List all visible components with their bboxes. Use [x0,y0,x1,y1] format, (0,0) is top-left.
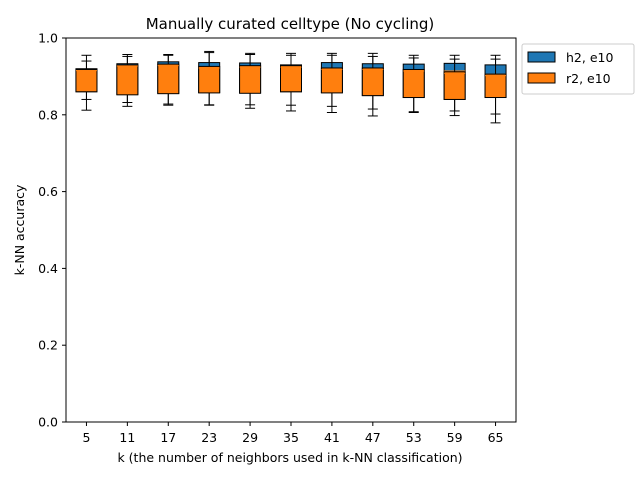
y-tick-label: 0.8 [38,107,58,122]
y-tick-label: 0.2 [38,338,58,353]
y-tick-label: 0.4 [38,261,58,276]
x-tick-label: 47 [365,430,381,445]
box [157,63,180,95]
plot-area [65,37,517,423]
x-tick-label: 17 [160,430,176,445]
x-tick-label: 41 [324,430,340,445]
box [320,67,343,94]
box [402,68,425,99]
y-tick-label: 0.0 [38,415,58,430]
box [116,64,139,96]
box [198,65,221,94]
box [443,71,466,100]
box [361,67,384,97]
series-1-group [75,50,507,124]
x-tick-label: 65 [488,430,504,445]
legend-label: h2, e10 [566,50,613,65]
legend: h2, e10 r2, e10 [521,43,635,95]
x-axis: 5 11 17 23 29 35 41 47 53 59 65 [82,422,503,445]
x-tick-label: 59 [447,430,463,445]
box [239,65,262,94]
box [280,65,302,93]
legend-label: r2, e10 [566,71,611,86]
x-tick-label: 5 [82,430,90,445]
box [484,73,507,99]
legend-swatch [527,51,556,63]
x-axis-label: k (the number of neighbors used in k-NN … [117,450,462,465]
x-tick-label: 29 [242,430,258,445]
x-tick-label: 53 [406,430,422,445]
chart-title: Manually curated celltype (No cycling) [146,15,435,33]
box [75,68,98,93]
x-tick-label: 35 [283,430,299,445]
y-axis: 0.0 0.2 0.4 0.6 0.8 1.0 [38,31,66,430]
legend-swatch [527,72,556,84]
y-tick-label: 1.0 [38,31,58,46]
x-tick-label: 11 [119,430,135,445]
x-tick-label: 23 [201,430,217,445]
y-axis-label: k-NN accuracy [12,184,27,275]
y-tick-label: 0.6 [38,184,58,199]
